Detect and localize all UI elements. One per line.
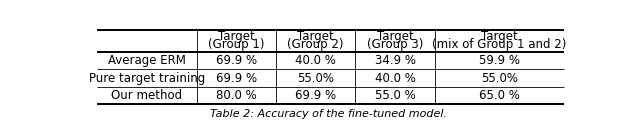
Text: 34.9 %: 34.9 %	[374, 54, 415, 67]
Text: 55.0%: 55.0%	[481, 72, 518, 85]
Text: (Group 1): (Group 1)	[208, 38, 264, 51]
Text: Target: Target	[218, 30, 255, 43]
Text: Target: Target	[377, 30, 413, 43]
Text: (mix of Group 1 and 2): (mix of Group 1 and 2)	[432, 38, 566, 51]
Text: 59.9 %: 59.9 %	[479, 54, 520, 67]
Text: Table 2: Accuracy of the fine-tuned model.: Table 2: Accuracy of the fine-tuned mode…	[209, 109, 447, 119]
Text: Pure target training: Pure target training	[89, 72, 205, 85]
Text: 40.0 %: 40.0 %	[374, 72, 415, 85]
Text: (Group 2): (Group 2)	[287, 38, 344, 51]
Text: Average ERM: Average ERM	[108, 54, 186, 67]
Text: 69.9 %: 69.9 %	[295, 89, 336, 102]
Text: 55.0%: 55.0%	[297, 72, 334, 85]
Text: 69.9 %: 69.9 %	[216, 54, 257, 67]
Text: 65.0 %: 65.0 %	[479, 89, 520, 102]
Text: 69.9 %: 69.9 %	[216, 72, 257, 85]
Text: 80.0 %: 80.0 %	[216, 89, 257, 102]
Text: Target: Target	[298, 30, 334, 43]
Text: (Group 3): (Group 3)	[367, 38, 423, 51]
Text: 40.0 %: 40.0 %	[295, 54, 336, 67]
Text: Our method: Our method	[111, 89, 182, 102]
Text: 55.0 %: 55.0 %	[375, 89, 415, 102]
Text: Target: Target	[481, 30, 518, 43]
